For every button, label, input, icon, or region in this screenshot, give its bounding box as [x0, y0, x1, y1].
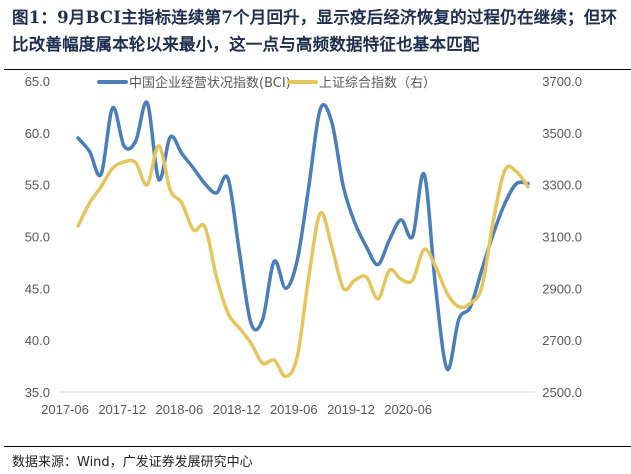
series-lines [76, 100, 530, 379]
right-tick-label: 3100.0 [542, 230, 582, 245]
figure-title: 图1：9月BCI主指标连续第7个月回升，显示疫后经济恢复的过程仍在继续；但环比改… [12, 8, 618, 54]
x-tick-label: 2019-06 [270, 402, 318, 417]
left-tick-label: 35.0 [25, 385, 50, 400]
sse-series-line [76, 144, 530, 379]
x-tick-label: 2018-06 [156, 402, 204, 417]
left-tick-label: 45.0 [25, 281, 50, 296]
left-tick-label: 65.0 [25, 74, 50, 89]
left-axis-ticks: 65.0 60.0 55.0 50.0 45.0 40.0 35.0 [25, 74, 50, 400]
right-tick-label: 2700.0 [542, 333, 582, 348]
source-divider [4, 446, 631, 447]
bci-series-line [76, 100, 530, 371]
right-tick-label: 3700.0 [542, 74, 582, 89]
legend-label-bci: 中国企业经营状况指数(BCI) [129, 75, 291, 91]
right-tick-label: 3300.0 [542, 178, 582, 193]
right-tick-label: 2500.0 [542, 385, 582, 400]
legend: 中国企业经营状况指数(BCI) 上证综合指数（右） [97, 75, 436, 91]
x-tick-label: 2018-12 [213, 402, 261, 417]
left-tick-label: 50.0 [25, 230, 50, 245]
x-tick-label: 2017-12 [98, 402, 146, 417]
x-tick-label: 2020-06 [384, 402, 432, 417]
right-axis-ticks: 3700.0 3500.0 3300.0 3100.0 2900.0 2700.0 2500… [542, 74, 582, 400]
right-tick-label: 2900.0 [542, 281, 582, 296]
left-tick-label: 60.0 [25, 126, 50, 141]
x-tick-label: 2019-12 [327, 402, 375, 417]
x-axis-ticks: 2017-06 2017-12 2018-06 2018-12 2019-06 2019-… [41, 402, 432, 417]
source-note: 数据来源：Wind，广发证券发展研究中心 [12, 455, 253, 470]
title-divider [4, 69, 631, 70]
legend-label-sse: 上证综合指数（右） [319, 76, 436, 91]
right-tick-label: 3500.0 [542, 126, 582, 141]
left-tick-label: 40.0 [25, 333, 50, 348]
left-tick-label: 55.0 [25, 178, 50, 193]
x-tick-label: 2017-06 [41, 402, 89, 417]
